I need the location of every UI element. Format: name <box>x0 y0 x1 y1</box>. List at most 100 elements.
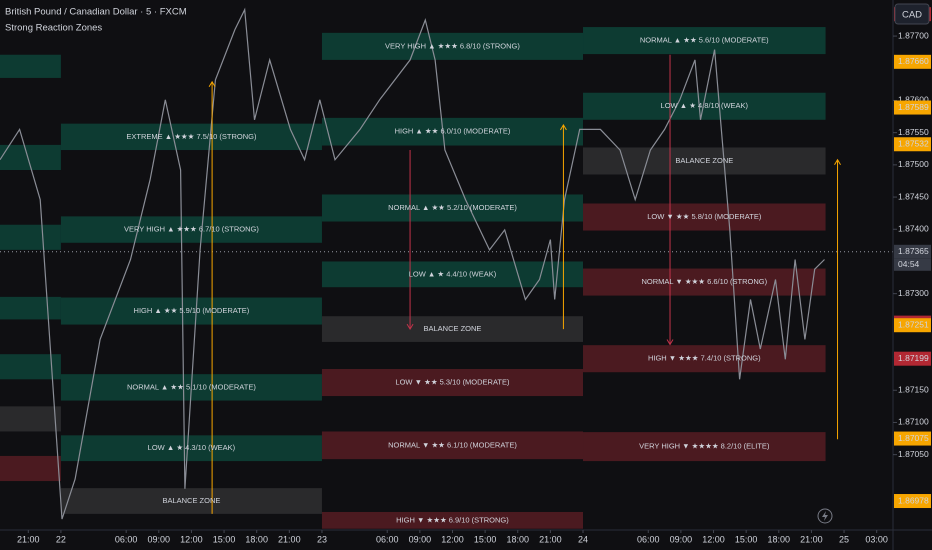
x-tick-label: 15:00 <box>213 534 236 544</box>
y-tick-label: 1.87550 <box>898 127 929 137</box>
price-badge-label: 1.87251 <box>898 319 929 329</box>
x-tick-label: 06:00 <box>637 534 660 544</box>
price-line <box>0 7 825 520</box>
price-badge-label: 1.87532 <box>898 139 929 149</box>
y-tick-label: 1.87500 <box>898 159 929 169</box>
chart-title: British Pound / Canadian Dollar · 5 · FX… <box>5 7 187 18</box>
zone-labels: EXTREME ▲ ★★★ 7.5/10 (STRONG) VERY HIGH ▲… <box>124 36 770 525</box>
reaction-zone <box>60 123 322 151</box>
x-tick-label: 24 <box>578 534 588 544</box>
reaction-zone <box>321 261 584 288</box>
price-badge-label: 1.86978 <box>898 495 929 505</box>
price-badge-label: 1.87199 <box>898 353 929 363</box>
price-badge <box>894 137 931 152</box>
arrow-head <box>834 158 841 165</box>
zone-label: EXTREME ▲ ★★★ 7.5/10 (STRONG) <box>126 132 257 141</box>
zones <box>0 27 826 529</box>
zone-label: VERY HIGH ▲ ★★★ 6.7/10 (STRONG) <box>124 225 259 234</box>
zone-label: LOW ▲ ★ 4.3/10 (WEAK) <box>148 443 236 452</box>
reaction-zone <box>0 455 61 482</box>
reaction-zone <box>321 194 584 222</box>
price-badge-label: 1.87075 <box>898 433 929 443</box>
y-tick-label: 1.87600 <box>898 95 929 105</box>
reaction-zone <box>583 268 826 296</box>
zone-label: HIGH ▲ ★★ 6.0/10 (MODERATE) <box>395 127 511 136</box>
reaction-zone <box>60 297 322 325</box>
countdown: 04:54 <box>898 259 920 269</box>
reaction-zone <box>583 27 826 55</box>
zone-label: HIGH ▲ ★★ 5.9/10 (MODERATE) <box>134 306 250 315</box>
x-tick-label: 12:00 <box>180 534 203 544</box>
reaction-zone <box>583 203 826 231</box>
y-tick-label: 1.87450 <box>898 191 929 201</box>
reaction-zone <box>0 54 61 78</box>
zone-label: NORMAL ▼ ★★★ 6.6/10 (STRONG) <box>641 277 767 286</box>
reaction-zone <box>321 316 584 342</box>
zone-label: LOW ▼ ★★ 5.8/10 (MODERATE) <box>647 212 762 221</box>
y-axis-label[interactable]: CAD <box>902 10 922 21</box>
x-tick-label: 22 <box>56 534 66 544</box>
reaction-zone <box>321 117 584 146</box>
currency-button[interactable] <box>894 3 930 25</box>
x-tick-label: 18:00 <box>768 534 791 544</box>
zone-label: HIGH ▼ ★★★ 7.4/10 (STRONG) <box>648 354 761 363</box>
price-badge <box>894 100 931 115</box>
x-tick-label: 21:00 <box>278 534 301 544</box>
price-badge <box>894 431 931 446</box>
zone-label: BALANCE ZONE <box>162 496 220 505</box>
zone-label: VERY HIGH ▼ ★★★★ 8.2/10 (ELITE) <box>639 442 770 451</box>
lightning-icon[interactable] <box>817 508 833 524</box>
price-badge <box>894 494 931 509</box>
price-badge-label: 1.87365 <box>898 246 929 256</box>
y-tick-label: 1.87700 <box>898 30 929 40</box>
y-tick-label: 1.87100 <box>898 417 929 427</box>
reaction-zone <box>60 488 322 514</box>
price-badge-label: 1.87589 <box>898 102 929 112</box>
price-badge <box>894 318 931 333</box>
price-badge-label: 1.87660 <box>898 56 929 66</box>
x-tick-label: 21:00 <box>800 534 823 544</box>
x-tick-label: 21:00 <box>17 534 40 544</box>
x-tick-label: 18:00 <box>245 534 268 544</box>
icon-circle[interactable] <box>817 508 833 524</box>
reaction-zone <box>0 406 61 432</box>
zone-label: HIGH ▼ ★★★ 6.9/10 (STRONG) <box>396 515 509 524</box>
chart-subtitle: Strong Reaction Zones <box>5 23 102 34</box>
icon-bolt[interactable] <box>822 511 828 521</box>
reaction-zone <box>583 432 826 462</box>
price-badge <box>894 351 931 366</box>
x-tick-label: 06:00 <box>115 534 138 544</box>
reaction-zone <box>321 369 584 397</box>
zone-label: LOW ▲ ★ 4.4/10 (WEAK) <box>409 269 497 278</box>
zone-label: LOW ▼ ★★ 5.3/10 (MODERATE) <box>395 378 510 387</box>
reaction-zone <box>321 431 584 460</box>
x-tick-label: 18:00 <box>506 534 529 544</box>
y-tick-label: 1.87400 <box>898 224 929 234</box>
x-tick-label: 09:00 <box>148 534 171 544</box>
price-badge <box>894 54 931 69</box>
reaction-zone <box>321 32 584 60</box>
x-tick-label: 21:00 <box>539 534 562 544</box>
zone-label: VERY HIGH ▲ ★★★ 6.8/10 (STRONG) <box>385 41 520 50</box>
zone-label: NORMAL ▲ ★★ 5.2/10 (MODERATE) <box>388 203 517 212</box>
arrow-head <box>559 123 567 131</box>
x-tick-label: 03:00 <box>865 534 888 544</box>
y-tick-label: 1.87300 <box>898 288 929 298</box>
x-tick-label: 15:00 <box>474 534 497 544</box>
reaction-zone <box>0 224 61 250</box>
x-tick-label: 09:00 <box>409 534 432 544</box>
zone-label: BALANCE ZONE <box>675 156 733 165</box>
y-tick-label: 1.87150 <box>898 385 929 395</box>
reaction-zone <box>60 216 322 243</box>
reaction-zone <box>60 435 322 462</box>
plot <box>0 7 893 520</box>
arrow-head <box>666 339 674 346</box>
x-tick-label: 25 <box>839 534 849 544</box>
reaction-zone <box>321 511 584 529</box>
x-tick-label: 09:00 <box>670 534 693 544</box>
zone-label: NORMAL ▲ ★★ 5.6/10 (MODERATE) <box>640 36 769 45</box>
x-tick-label: 15:00 <box>735 534 758 544</box>
x-tick-label: 12:00 <box>702 534 725 544</box>
